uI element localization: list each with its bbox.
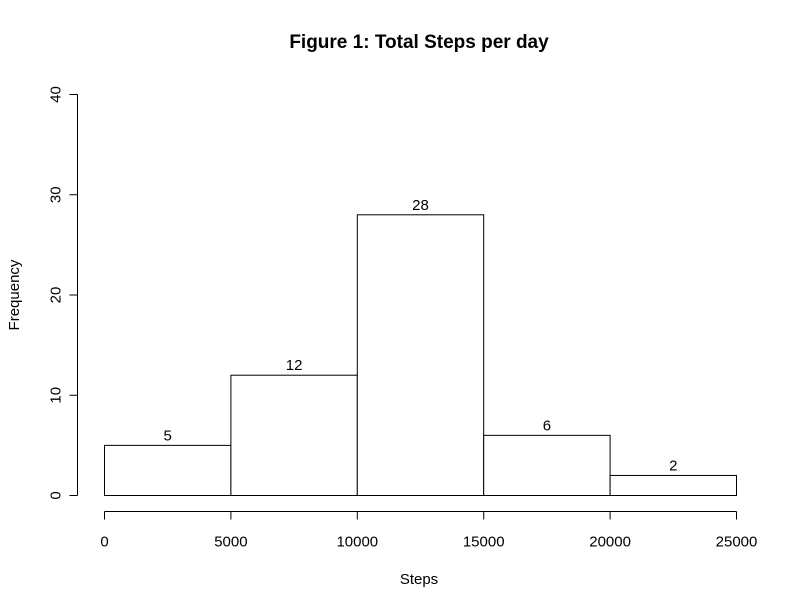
x-tick-label: 15000: [463, 534, 505, 551]
bar-count-label: 5: [164, 427, 172, 444]
y-tick-label: 30: [48, 186, 65, 203]
x-tick-label: 20000: [589, 534, 631, 551]
x-axis: 0 5000 10000 15000 20000 25000: [100, 511, 758, 551]
x-tick-label: 0: [100, 534, 108, 551]
histogram-bar: [609, 474, 737, 497]
bar-count-label: 28: [412, 197, 429, 214]
y-tick-label: 0: [48, 491, 65, 499]
bar-count-label: 2: [669, 457, 677, 474]
x-tick-label: 5000: [214, 534, 247, 551]
bars-group: [104, 214, 737, 497]
chart-title: Figure 1: Total Steps per day: [289, 32, 549, 53]
histogram-bar: [483, 434, 611, 497]
data-labels-group: 5 12 28 6 2: [164, 197, 678, 475]
bar-count-label: 12: [286, 357, 303, 374]
histogram-bar: [356, 214, 485, 497]
histogram-bar: [104, 444, 232, 496]
y-axis-label: Frequency: [6, 259, 23, 330]
x-tick-label: 10000: [336, 534, 378, 551]
bar-count-label: 6: [543, 417, 551, 434]
y-tick-label: 10: [48, 387, 65, 404]
x-axis-label: Steps: [400, 571, 438, 588]
y-tick-label: 20: [48, 287, 65, 304]
histogram-bar: [230, 374, 358, 497]
y-axis: 0 10 20 30 40: [48, 86, 78, 500]
y-tick-label: 40: [48, 86, 65, 103]
x-tick-label: 25000: [716, 534, 758, 551]
